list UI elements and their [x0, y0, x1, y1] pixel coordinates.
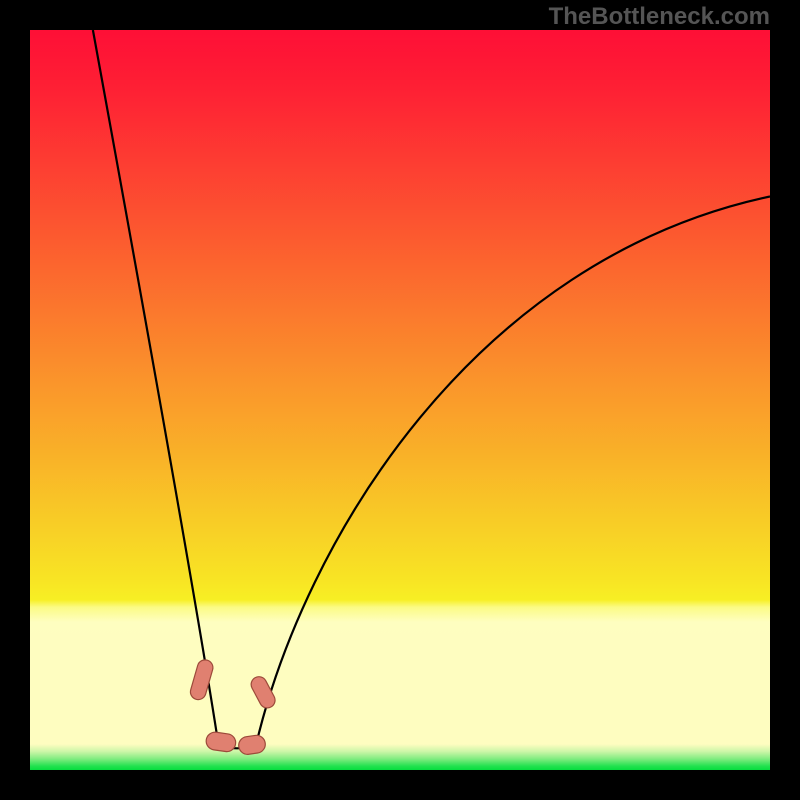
watermark-text: TheBottleneck.com	[549, 3, 770, 31]
bottleneck-chart	[0, 0, 800, 800]
plot-background	[30, 30, 770, 770]
chart-container: { "canvas": { "width": 800, "height": 80…	[0, 0, 800, 800]
